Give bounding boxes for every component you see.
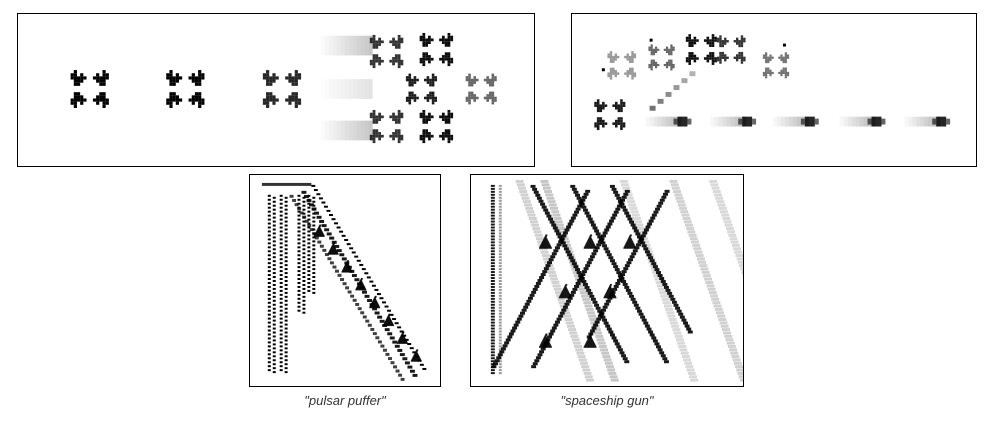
pulsar-puffer-evolution: [261, 182, 427, 381]
pulsar-puffer-caption: "pulsar puffer": [304, 393, 386, 408]
spaceship-gun-evolution: [490, 179, 743, 382]
spaceship-cells: [594, 34, 951, 131]
spaceship-panel: [571, 13, 977, 167]
pulsar-cells: [261, 182, 427, 381]
spaceship-gun-panel: [470, 174, 744, 387]
gun-cells: [490, 179, 743, 382]
oscillator-cells: [70, 32, 497, 144]
spaceship-gun-caption: "spaceship gun": [560, 393, 654, 408]
oscillator-panel: [17, 13, 535, 167]
oscillator-pattern: [70, 32, 497, 144]
pulsar-puffer-panel: [249, 174, 441, 387]
spaceship-pattern: [594, 34, 951, 131]
